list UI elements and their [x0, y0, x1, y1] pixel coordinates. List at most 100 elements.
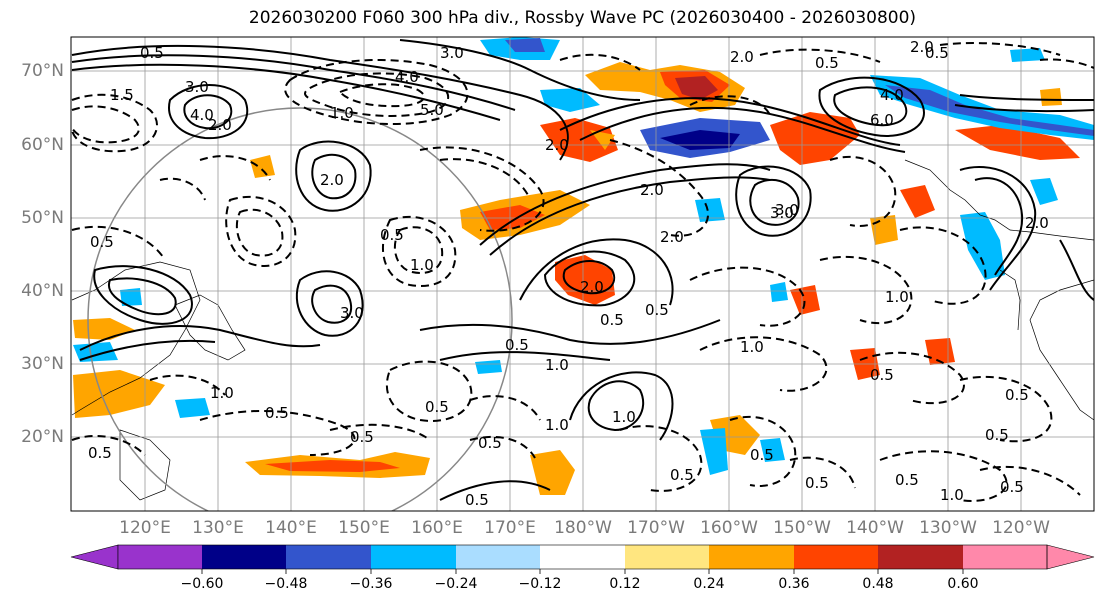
divergence-fill-layer	[73, 37, 1094, 495]
negative-contour-layer	[71, 42, 1094, 502]
negative-div-patch	[475, 360, 502, 374]
positive-div-patch	[870, 215, 898, 245]
positive-contour	[71, 63, 501, 121]
positive-contour	[419, 319, 721, 345]
negative-contour	[199, 409, 356, 456]
negative-div-patch	[1030, 178, 1058, 205]
contour-label: 2.0	[640, 181, 664, 199]
positive-contour	[107, 277, 177, 316]
contour-label: 3.0	[440, 44, 464, 62]
positive-div-patch	[530, 450, 575, 495]
contour-label: 1.0	[545, 416, 569, 434]
lon-label: 130°E	[192, 518, 244, 538]
negative-contour	[469, 395, 541, 421]
contour-label: 2.0	[910, 38, 934, 56]
negative-div-patch	[700, 428, 728, 475]
negative-contour	[381, 215, 457, 287]
positive-div-patch	[250, 155, 275, 178]
lat-label: 20°N	[21, 427, 64, 447]
negative-contour	[879, 450, 1008, 502]
coastline	[904, 159, 1094, 241]
positive-contour	[79, 325, 321, 351]
positive-div-patch	[790, 285, 820, 315]
negative-contour	[759, 48, 881, 63]
coastline	[71, 261, 201, 416]
lon-label: 150°E	[338, 518, 390, 538]
positive-contour	[818, 76, 925, 137]
contour-label: 6.0	[870, 111, 894, 129]
positive-contour	[295, 270, 364, 337]
positive-contour	[93, 265, 193, 325]
positive-div-patch	[770, 112, 860, 165]
negative-contour	[979, 465, 1081, 496]
positive-contour	[833, 86, 908, 127]
positive-contour	[168, 84, 249, 140]
negative-contour	[159, 177, 206, 201]
contour-label: 1.0	[410, 256, 434, 274]
positive-contour	[399, 39, 641, 101]
colorbar-swatch	[118, 545, 202, 569]
negative-div-patch	[540, 88, 600, 112]
positive-contour	[562, 260, 616, 295]
positive-contour	[749, 178, 800, 226]
lon-label: 180°W	[554, 518, 612, 538]
colorbar-swatch	[878, 545, 963, 569]
colorbar-tick-label: −0.36	[349, 576, 393, 592]
colorbar-tick-label: −0.48	[264, 576, 308, 592]
colorbar-swatch	[963, 545, 1047, 569]
lon-label: 130°W	[919, 518, 977, 538]
negative-div-patch	[960, 212, 1005, 280]
lon-label: 170°W	[627, 518, 685, 538]
contour-label: 0.5	[815, 54, 839, 72]
negative-contour	[689, 95, 771, 116]
lon-label: 120°E	[119, 518, 171, 538]
negative-div-patch	[1010, 48, 1045, 62]
positive-contour	[959, 94, 1094, 101]
positive-contour	[79, 339, 216, 361]
negative-contour	[329, 423, 431, 441]
negative-contour	[71, 225, 166, 261]
negative-contour	[789, 456, 856, 489]
colorbar-tick-label: 0.36	[778, 576, 810, 592]
positive-contour	[569, 371, 674, 441]
negative-contour	[609, 139, 710, 237]
positive-contour	[479, 163, 771, 246]
lat-label: 50°N	[21, 208, 64, 228]
negative-div-patch	[885, 85, 1094, 136]
negative-contour	[71, 105, 140, 144]
contour-label: 0.5	[478, 434, 502, 452]
contour-label: 3.0	[185, 78, 209, 96]
contour-label: 0.5	[1000, 478, 1024, 496]
contour-label: 2.0	[320, 171, 344, 189]
negative-contour	[199, 155, 271, 181]
positive-div-patch	[955, 125, 1080, 160]
contour-label: 0.5	[985, 426, 1009, 444]
contour-label-layer: 0.5 3.0 4.0 2.0 0.5 1.5 4.0 2.0 1.0 5.0 …	[88, 38, 1049, 509]
negative-contour	[1039, 58, 1094, 69]
coastline	[999, 269, 1021, 331]
colorbar-outline	[117, 544, 1048, 570]
contour-label: 0.5	[380, 226, 404, 244]
colorbar-tick-label: −0.12	[518, 576, 562, 592]
positive-div-patch	[1040, 88, 1062, 106]
positive-div-patch	[590, 130, 615, 150]
lon-label: 120°W	[992, 518, 1050, 538]
contour-label: 2.0	[208, 116, 232, 134]
negative-div-patch	[120, 288, 142, 306]
contour-label: 0.5	[670, 466, 694, 484]
positive-contour-layer	[71, 39, 1094, 501]
colorbar-swatch	[540, 545, 625, 569]
colorbar-extend-low	[70, 544, 119, 570]
positive-contour	[543, 250, 636, 307]
coastline	[1029, 279, 1094, 421]
contour-label: 0.5	[140, 44, 164, 62]
contour-label: 0.5	[350, 428, 374, 446]
lat-label: 40°N	[21, 281, 64, 301]
negative-contour	[284, 59, 469, 126]
contour-label: 3.0	[340, 304, 364, 322]
negative-contour	[829, 155, 897, 227]
colorbar-tick-label: −0.24	[434, 576, 478, 592]
positive-div-patch	[73, 370, 165, 418]
contour-label: 3.0	[775, 201, 799, 219]
